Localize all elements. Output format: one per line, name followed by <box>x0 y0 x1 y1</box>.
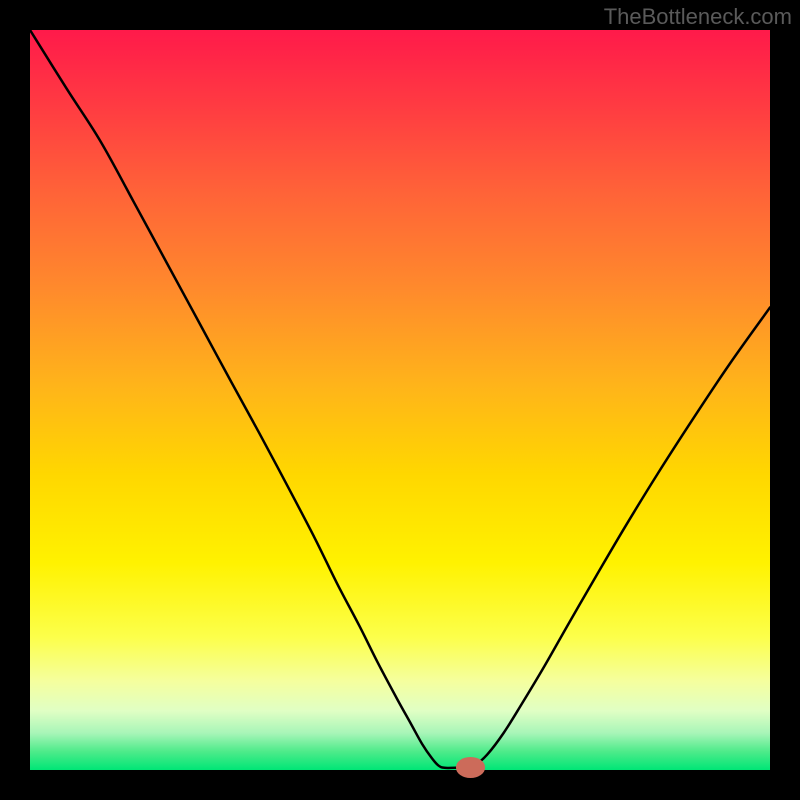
optimal-point-marker <box>456 757 486 778</box>
watermark-text: TheBottleneck.com <box>604 4 792 30</box>
bottleneck-curve <box>30 30 770 770</box>
plot-area <box>30 30 770 770</box>
